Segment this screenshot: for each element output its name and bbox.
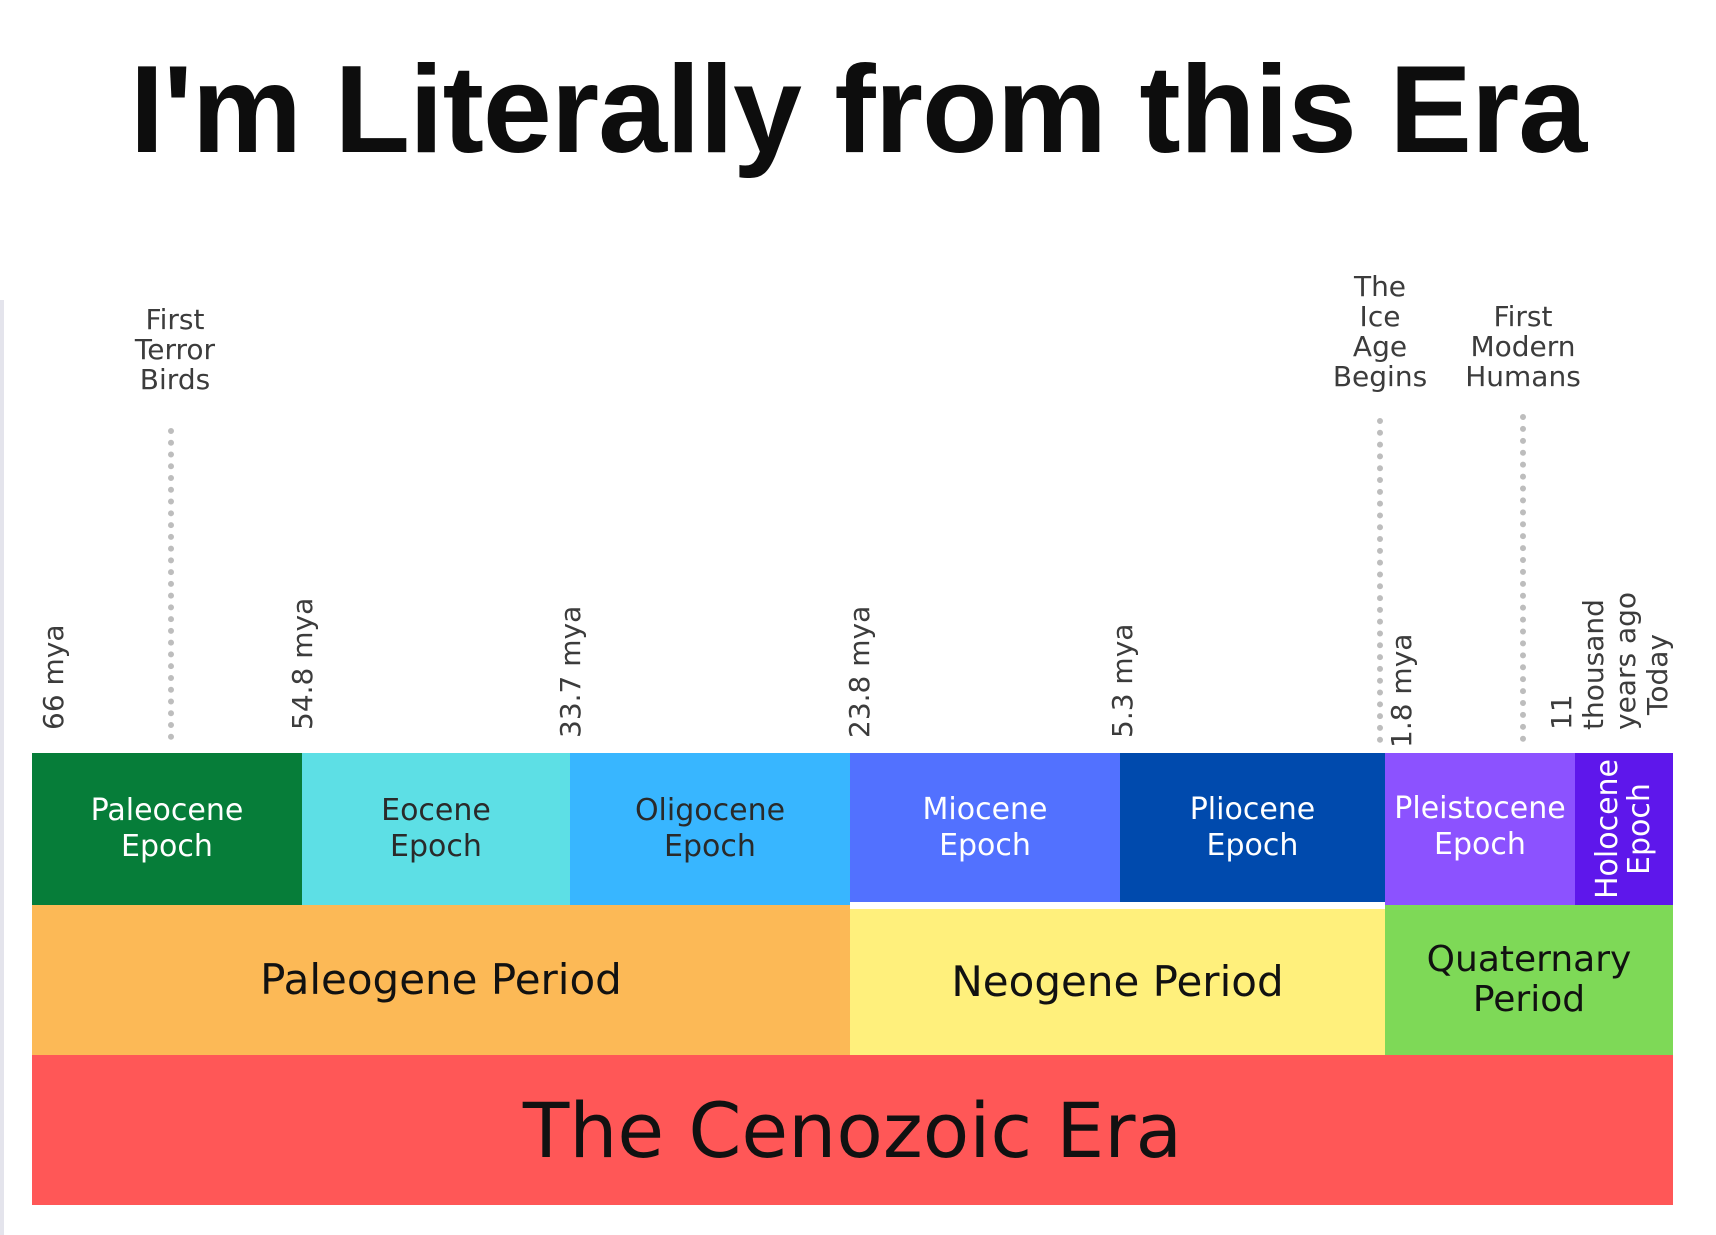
event-label-first-modern-humans: First Modern Humans <box>1465 300 1581 393</box>
page-title: I'm Literally from this Era <box>129 41 1587 179</box>
period-neogene: Neogene Period <box>850 905 1385 1055</box>
event-marker-first-terror-birds <box>168 428 174 740</box>
epoch-holocene: Holocene Epoch <box>1575 753 1673 905</box>
epoch-label-pleistocene: Pleistocene Epoch <box>1394 791 1566 862</box>
epoch-miocene: Miocene Epoch <box>850 753 1120 902</box>
period-paleogene: Paleogene Period <box>32 905 850 1055</box>
epoch-oligocene: Oligocene Epoch <box>570 753 850 905</box>
epoch-pleistocene: Pleistocene Epoch <box>1385 753 1575 905</box>
epoch-label-paleocene: Paleocene Epoch <box>90 793 244 864</box>
event-marker-first-modern-humans <box>1520 414 1526 742</box>
period-label-neogene: Neogene Period <box>951 957 1284 1006</box>
epoch-label-pliocene: Pliocene Epoch <box>1189 791 1316 863</box>
epoch-label-miocene: Miocene Epoch <box>922 791 1048 863</box>
period-label-quaternary: Quaternary Period <box>1426 939 1632 1020</box>
era-cenozoic: The Cenozoic Era <box>32 1055 1673 1205</box>
epoch-label-holocene: Holocene Epoch <box>1590 758 1657 900</box>
era-label-cenozoic: The Cenozoic Era <box>522 1085 1183 1175</box>
tick-label-today: Today <box>1641 634 1674 715</box>
left-edge-strip <box>0 300 4 1235</box>
epoch-pliocene: Pliocene Epoch <box>1120 753 1385 902</box>
period-label-paleogene: Paleogene Period <box>260 955 622 1004</box>
epoch-label-eocene: Eocene Epoch <box>381 793 491 864</box>
event-label-ice-age: The Ice Age Begins <box>1332 270 1428 393</box>
epoch-label-oligocene: Oligocene Epoch <box>634 793 786 864</box>
period-quaternary: Quaternary Period <box>1385 905 1673 1055</box>
epoch-eocene: Eocene Epoch <box>302 753 570 905</box>
event-marker-ice-age <box>1377 418 1383 743</box>
event-label-first-terror-birds: First Terror Birds <box>134 303 216 396</box>
epoch-paleocene: Paleocene Epoch <box>32 753 302 905</box>
